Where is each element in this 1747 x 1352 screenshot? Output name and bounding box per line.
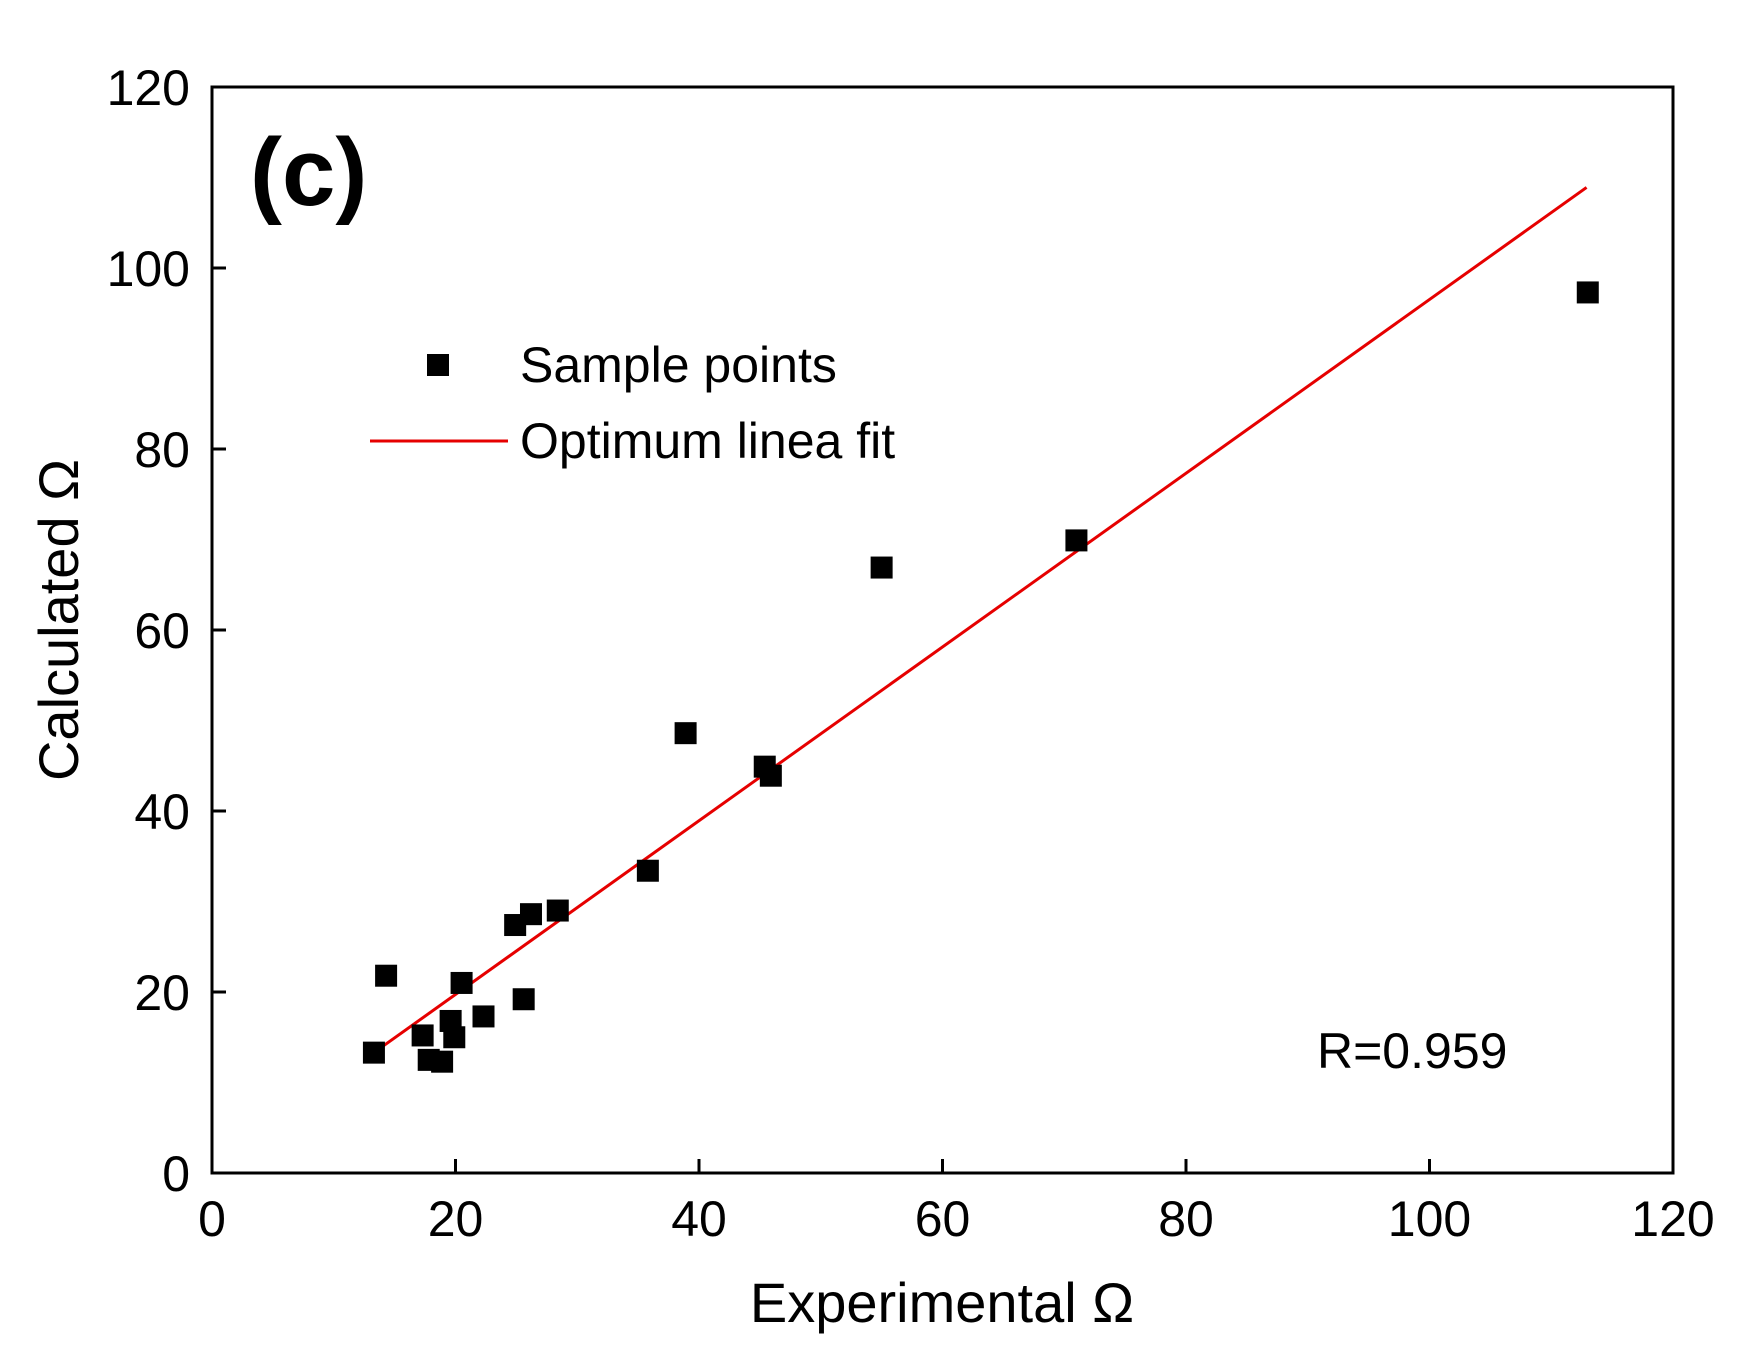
- sample-point: [519, 903, 542, 926]
- y-tick-label: 60: [134, 603, 190, 659]
- legend-square-marker: [427, 354, 449, 376]
- sample-point: [1065, 529, 1088, 552]
- axes-layer: 0 20 40 60 80 100 120 0 20 40 60 80 100 120: [107, 60, 1715, 1247]
- sample-point: [431, 1050, 454, 1073]
- y-axis-title: Calculated Ω: [27, 459, 90, 781]
- x-tick-label: 0: [198, 1191, 226, 1247]
- sample-point: [362, 1041, 385, 1064]
- sample-point: [411, 1024, 434, 1047]
- fit-line-layer: [373, 186, 1588, 1054]
- y-tick-label: 0: [162, 1146, 190, 1202]
- r-value-annotation: R=0.959: [1317, 1023, 1507, 1079]
- x-axis-title: Experimental Ω: [750, 1271, 1134, 1334]
- legend: Sample points Optimum linea fit: [370, 337, 895, 469]
- fit-line: [373, 186, 1588, 1054]
- sample-point: [450, 971, 473, 994]
- x-tick-label: 20: [428, 1191, 484, 1247]
- y-tick-label: 80: [134, 422, 190, 478]
- sample-point: [512, 988, 535, 1011]
- sample-point: [375, 964, 398, 987]
- y-tick-label: 100: [107, 241, 190, 297]
- y-tick-label: 40: [134, 784, 190, 840]
- x-tick-label: 120: [1631, 1191, 1714, 1247]
- y-tick-label: 120: [107, 60, 190, 116]
- x-tick-label: 60: [915, 1191, 971, 1247]
- sample-point: [546, 899, 569, 922]
- sample-point: [636, 859, 659, 882]
- x-tick-label: 100: [1388, 1191, 1471, 1247]
- panel-label: (c): [250, 119, 367, 226]
- sample-points-layer: [362, 281, 1599, 1073]
- sample-point: [443, 1026, 466, 1049]
- x-tick-label: 40: [671, 1191, 727, 1247]
- x-tick-label: 80: [1158, 1191, 1214, 1247]
- y-tick-label: 20: [134, 965, 190, 1021]
- sample-point: [870, 556, 893, 579]
- legend-label-fit: Optimum linea fit: [520, 413, 895, 469]
- sample-point: [674, 722, 697, 745]
- sample-point: [1576, 281, 1599, 304]
- sample-point: [472, 1005, 495, 1028]
- legend-label-sample-points: Sample points: [520, 337, 837, 393]
- sample-point: [759, 764, 782, 787]
